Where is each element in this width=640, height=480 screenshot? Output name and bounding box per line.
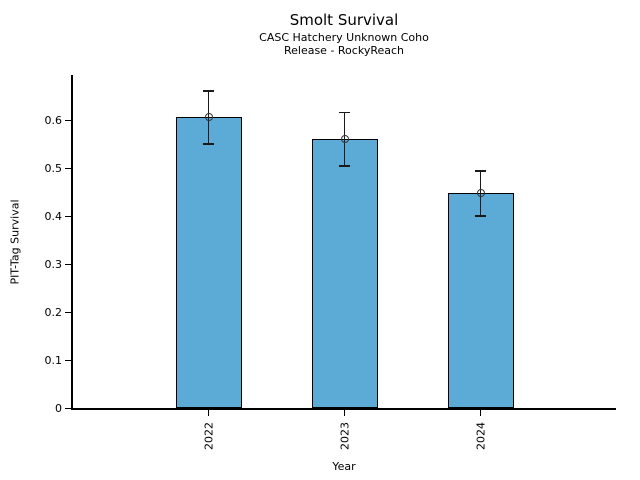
y-tick: [65, 359, 72, 362]
bar: [311, 138, 378, 409]
y-tick-label: 0.5: [44, 161, 63, 175]
y-tick-label: 0.2: [44, 305, 63, 319]
y-tick-label: 0.3: [44, 257, 63, 271]
x-tick-label: 2022: [202, 422, 215, 450]
error-bar-cap-top: [339, 111, 350, 114]
x-axis-spine: [71, 408, 616, 410]
error-bar-cap-top: [203, 90, 214, 92]
x-tick: [207, 409, 210, 416]
chart-subtitle-line1: CASC Hatchery Unknown Coho: [259, 31, 429, 44]
chart-title: Smolt Survival: [289, 11, 399, 29]
x-tick-label: 2023: [338, 422, 351, 450]
y-axis-spine: [71, 75, 73, 409]
x-tick-label: 2024: [474, 422, 487, 450]
y-tick: [65, 167, 72, 170]
y-tick-label: 0.1: [44, 353, 63, 367]
y-tick: [65, 311, 72, 314]
x-axis-label: Year: [332, 460, 356, 473]
y-tick-label: 0: [55, 401, 62, 415]
error-bar-cap-top: [475, 170, 486, 172]
data-point-marker: [476, 188, 485, 197]
data-point-marker: [204, 113, 213, 122]
error-bar-cap-bottom: [339, 165, 350, 167]
y-tick-label: 0.4: [44, 209, 63, 223]
x-tick: [343, 409, 346, 416]
chart-subtitle-line2: Release - RockyReach: [283, 44, 405, 57]
y-tick: [65, 119, 72, 122]
y-tick: [65, 407, 72, 410]
data-point-marker: [340, 134, 349, 143]
error-bar-cap-bottom: [203, 143, 214, 145]
error-bar-cap-bottom: [475, 215, 486, 217]
y-tick: [65, 263, 72, 266]
y-tick-label: 0.6: [44, 113, 63, 127]
bar: [175, 117, 242, 409]
y-tick: [65, 215, 72, 218]
x-tick: [479, 409, 482, 416]
bar: [447, 192, 514, 409]
